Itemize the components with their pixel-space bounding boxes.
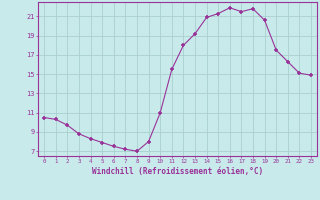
X-axis label: Windchill (Refroidissement éolien,°C): Windchill (Refroidissement éolien,°C) (92, 167, 263, 176)
